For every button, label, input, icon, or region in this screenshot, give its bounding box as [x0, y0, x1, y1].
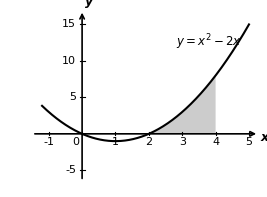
- Text: 0: 0: [72, 137, 79, 147]
- Text: -1: -1: [43, 137, 54, 147]
- Text: 15: 15: [62, 20, 76, 29]
- Text: y: y: [85, 0, 93, 8]
- Text: x: x: [261, 131, 267, 144]
- Text: 4: 4: [212, 137, 219, 147]
- Text: 2: 2: [145, 137, 152, 147]
- Text: 5: 5: [69, 92, 76, 102]
- Text: 3: 3: [179, 137, 186, 147]
- Text: -5: -5: [65, 165, 76, 175]
- Text: 1: 1: [112, 137, 119, 147]
- Text: $y = x^2 - 2x$: $y = x^2 - 2x$: [176, 33, 241, 52]
- Polygon shape: [149, 75, 216, 134]
- Text: 5: 5: [245, 137, 253, 147]
- Text: 10: 10: [62, 56, 76, 66]
